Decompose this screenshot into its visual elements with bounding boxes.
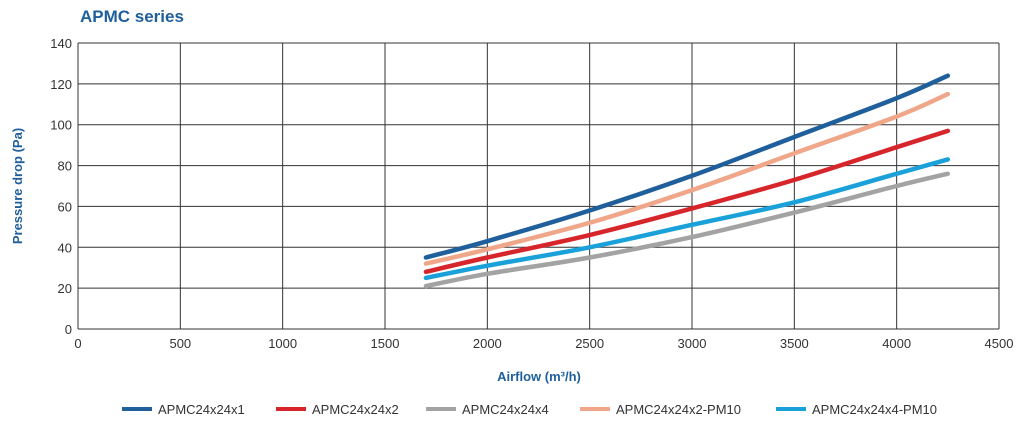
y-tick-label: 60 <box>58 199 72 214</box>
series-line-apmc24x24x1 <box>423 73 951 260</box>
y-tick-label: 20 <box>58 281 72 296</box>
x-tick-label: 2000 <box>473 336 502 351</box>
y-tick-label: 40 <box>58 240 72 255</box>
y-tick-label: 100 <box>50 118 72 133</box>
x-tick-label: 500 <box>169 336 191 351</box>
legend-label: APMC24x24x4-PM10 <box>812 402 937 417</box>
x-tick-label: 4500 <box>985 336 1014 351</box>
legend-label: APMC24x24x4 <box>462 402 549 417</box>
x-tick-label: 2500 <box>575 336 604 351</box>
series-lines <box>423 73 951 289</box>
legend: APMC24x24x1 APMC24x24x2 APMC24x24x4 APMC24x… <box>122 402 937 417</box>
x-tick-label: 3500 <box>780 336 809 351</box>
series-line-apmc24x24x4 <box>423 171 951 289</box>
legend-label: APMC24x24x2-PM10 <box>616 402 741 417</box>
x-axis-label: Airflow (m³/h) <box>497 369 581 384</box>
x-tick-label: 4000 <box>882 336 911 351</box>
legend-label: APMC24x24x2 <box>312 402 399 417</box>
series-line-apmc24x24x4-pm10 <box>423 157 951 281</box>
y-axis-ticks: 0 20 40 60 80 100 120 140 <box>50 36 72 337</box>
series-line-apmc24x24x2-pm10 <box>423 91 951 266</box>
y-axis-label: Pressure drop (Pa) <box>10 128 25 244</box>
y-tick-label: 140 <box>50 36 72 51</box>
chart-title: APMC series <box>80 7 184 26</box>
y-tick-label: 0 <box>65 322 72 337</box>
x-tick-label: 0 <box>74 336 81 351</box>
x-tick-label: 1500 <box>371 336 400 351</box>
x-tick-label: 3000 <box>678 336 707 351</box>
y-tick-label: 80 <box>58 159 72 174</box>
x-tick-label: 1000 <box>268 336 297 351</box>
series-line-apmc24x24x2 <box>423 128 951 275</box>
x-axis-ticks: 0 500 1000 1500 2000 2500 3000 3500 4000 4500 <box>74 336 1013 351</box>
legend-label: APMC24x24x1 <box>158 402 245 417</box>
y-tick-label: 120 <box>50 77 72 92</box>
